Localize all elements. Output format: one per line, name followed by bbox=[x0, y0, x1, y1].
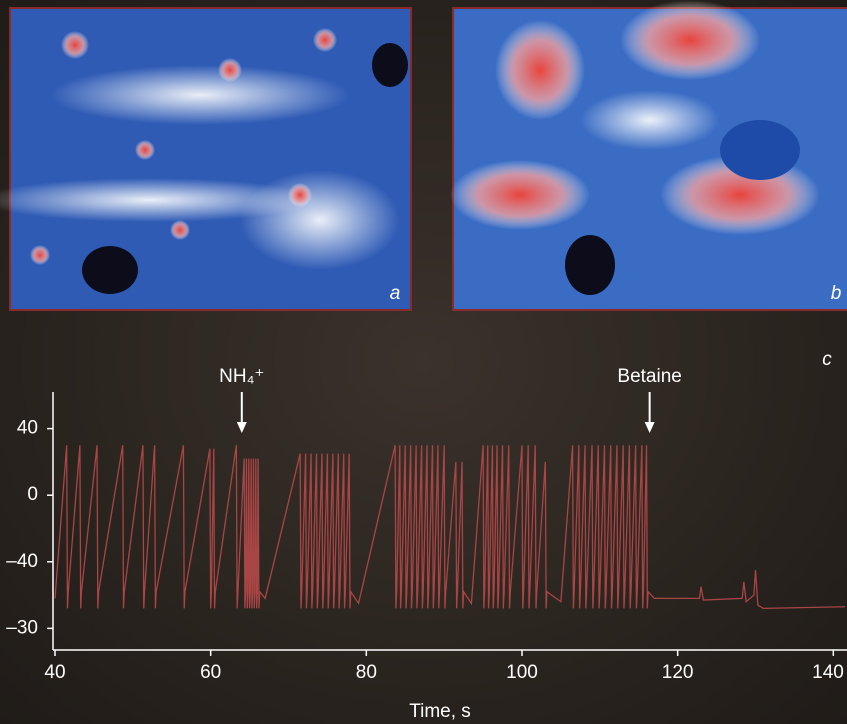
figure: a b c Time, s 40 0 –40 –30 40 60 80 100 120 140 NH… bbox=[0, 0, 847, 724]
x-tick-label: 60 bbox=[200, 662, 221, 683]
x-tick-label: 100 bbox=[506, 662, 538, 683]
x-tick-label: 120 bbox=[662, 662, 694, 683]
texture bbox=[288, 183, 312, 207]
texture bbox=[50, 65, 350, 125]
texture bbox=[82, 246, 138, 294]
page: {"chart_data": { "type": "line", "panel_… bbox=[0, 0, 847, 724]
annotation: Betaine bbox=[617, 366, 681, 387]
texture bbox=[620, 0, 760, 80]
texture bbox=[30, 245, 50, 265]
texture bbox=[720, 120, 800, 180]
texture bbox=[565, 235, 615, 295]
texture bbox=[61, 31, 89, 59]
image-b bbox=[450, 0, 847, 310]
panel-label: c bbox=[822, 349, 832, 370]
image-a bbox=[0, 8, 411, 310]
texture bbox=[495, 20, 585, 120]
texture bbox=[135, 140, 155, 160]
y-tick-label: 0 bbox=[27, 484, 38, 505]
texture bbox=[218, 58, 242, 82]
x-tick-label: 40 bbox=[44, 662, 65, 683]
panel-label: b bbox=[831, 283, 842, 304]
x-tick-label: 80 bbox=[356, 662, 377, 683]
texture bbox=[450, 160, 590, 230]
texture bbox=[313, 28, 337, 52]
x-axis-label: Time, s bbox=[409, 701, 471, 722]
texture bbox=[580, 90, 720, 150]
y-tick-label: 40 bbox=[17, 418, 38, 439]
annotation: NH₄⁺ bbox=[219, 366, 264, 387]
y-tick-label: –40 bbox=[6, 551, 38, 572]
y-tick-label: –30 bbox=[6, 617, 38, 638]
panel-label: a bbox=[390, 283, 401, 304]
x-tick-label: 140 bbox=[812, 662, 844, 683]
texture bbox=[170, 220, 190, 240]
texture bbox=[372, 43, 408, 87]
texture bbox=[240, 170, 400, 270]
